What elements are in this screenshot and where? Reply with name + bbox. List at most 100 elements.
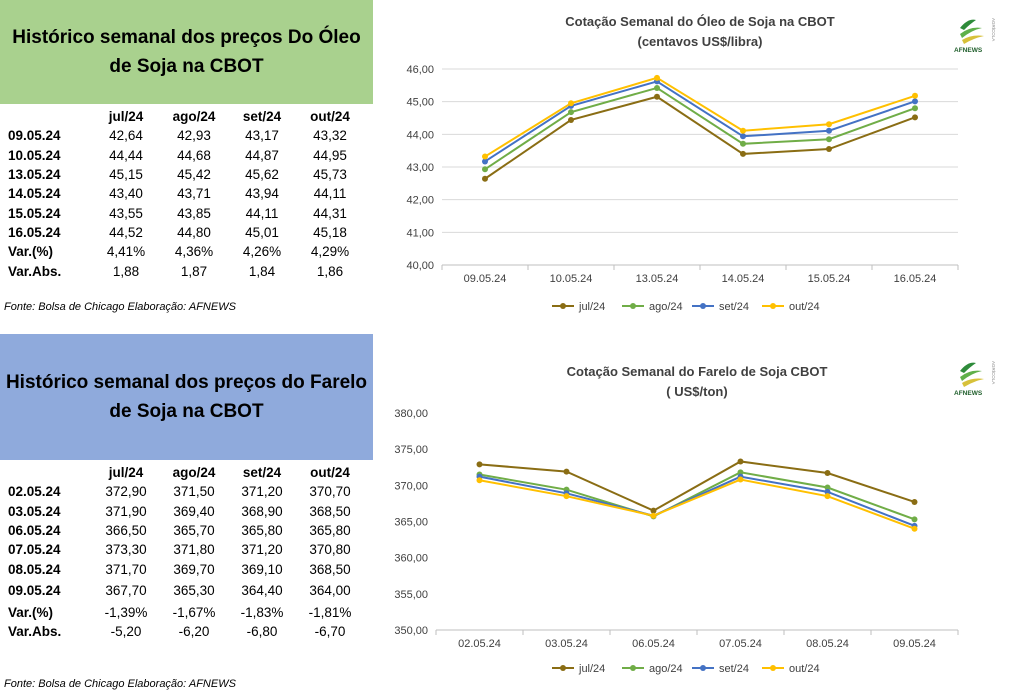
column-header: jul/24 (108, 465, 144, 481)
table-cell: -1,67% (172, 604, 216, 620)
row-label: 02.05.24 (8, 484, 61, 500)
data-point (654, 74, 660, 81)
farelo-chart-svg: Cotação Semanal do Farelo de Soja CBOT ( … (394, 364, 959, 675)
oleo-title-text: Histórico semanal dos preços Do Óleo de … (12, 27, 361, 77)
row-label: Var.(%) (8, 244, 54, 260)
table-cell: 43,55 (109, 205, 143, 221)
series-line-ago/24 (484, 86, 916, 171)
table-cell: 42,93 (177, 128, 211, 144)
table-cell: 44,80 (177, 224, 211, 240)
farelo-line-chart: Cotação Semanal do Farelo de Soja CBOT ( … (378, 352, 1008, 687)
chart-subtitle: ( US$/ton) (666, 384, 727, 399)
data-point (826, 121, 832, 128)
table-header-row: jul/24 ago/24 set/24 out/24 (8, 463, 364, 482)
series-line-jul/24 (479, 460, 915, 512)
table-cell: 373,30 (105, 542, 147, 558)
data-point (911, 498, 918, 505)
legend-label: set/24 (719, 663, 749, 675)
table-row: 03.05.24 371,90 369,40 368,90 368,50 (8, 502, 364, 521)
table-row: Var.(%) -1,39% -1,67% -1,83% -1,81% (8, 603, 364, 622)
row-label: Var.(%) (8, 604, 54, 620)
column-header: ago/24 (172, 465, 216, 481)
table-row: 14.05.24 43,40 43,71 43,94 44,11 (8, 184, 364, 203)
table-cell: 44,11 (313, 186, 347, 202)
table-cell: 1,84 (248, 263, 276, 279)
table-cell: 45,73 (313, 167, 347, 183)
afnews-logo-2: AFNEWS AGRÍCOLA (952, 356, 1000, 398)
series-line-ago/24 (479, 471, 915, 521)
table-row: Var.(%) 4,41% 4,36% 4,26% 4,29% (8, 242, 364, 261)
farelo-title-text: Histórico semanal dos preços do Farelo d… (5, 372, 368, 422)
table-cell: 1,88 (112, 263, 140, 279)
table-cell: 4,36% (174, 244, 214, 260)
table-cell: 370,80 (309, 542, 351, 558)
y-tick-label: 46,00 (406, 64, 434, 76)
table-cell: 372,90 (105, 484, 147, 500)
row-label: Var.Abs. (8, 263, 62, 279)
table-cell: 371,20 (241, 542, 283, 558)
afnews-logo-side-text-2: AGRÍCOLA (991, 361, 997, 384)
x-tick-label: 16.05.24 (894, 273, 937, 285)
data-point (482, 158, 488, 165)
table-cell: 365,30 (173, 583, 215, 599)
oleo-panel-title: Histórico semanal dos preços Do Óleo de … (0, 0, 373, 104)
table-row: Var.Abs. 1,88 1,87 1,84 1,86 (8, 261, 364, 280)
afnews-logo-icon-2: AFNEWS AGRÍCOLA (954, 361, 997, 397)
table-cell: 1,86 (316, 263, 344, 279)
y-tick-label: 40,00 (406, 260, 434, 272)
table-cell: 371,80 (173, 542, 215, 558)
legend-swatch-marker (630, 665, 636, 671)
table-cell: 371,90 (105, 503, 147, 519)
y-tick-label: 350,00 (394, 625, 428, 637)
data-point (563, 468, 570, 475)
data-point (912, 105, 918, 112)
table-cell: 1,87 (180, 263, 208, 279)
table-row: Var.Abs. -5,20 -6,20 -6,80 -6,70 (8, 622, 364, 641)
legend-swatch-marker (560, 303, 566, 309)
data-point (911, 516, 918, 523)
table-cell: 44,31 (313, 205, 347, 221)
table-cell: 366,50 (105, 523, 147, 539)
table-row: 15.05.24 43,55 43,85 44,11 44,31 (8, 203, 364, 222)
column-header: jul/24 (108, 109, 144, 125)
table-cell: 44,68 (177, 147, 211, 163)
row-label: 10.05.24 (8, 147, 61, 163)
legend-swatch-marker (560, 665, 566, 671)
data-point (740, 140, 746, 147)
table-row: 09.05.24 367,70 365,30 364,40 364,00 (8, 579, 364, 603)
table-cell: 369,40 (173, 503, 215, 519)
table-cell: 43,85 (177, 205, 211, 221)
data-point (482, 175, 488, 182)
data-point (740, 150, 746, 157)
series-line-set/24 (479, 475, 915, 527)
legend-swatch-marker (770, 665, 776, 671)
x-tick-label: 09.05.24 (893, 638, 936, 650)
data-point (482, 153, 488, 160)
table-cell: -1,81% (308, 604, 352, 620)
data-point (912, 92, 918, 99)
table-cell: 4,29% (310, 244, 350, 260)
y-tick-label: 43,00 (406, 162, 434, 174)
data-point (737, 469, 744, 476)
table-corner (8, 107, 92, 126)
data-point (912, 98, 918, 105)
data-point (654, 93, 660, 100)
table-cell: 43,94 (245, 186, 279, 202)
legend-label: jul/24 (578, 663, 605, 675)
data-point (740, 133, 746, 140)
data-point (824, 488, 831, 495)
y-tick-label: 42,00 (406, 195, 434, 207)
table-cell: 365,70 (173, 523, 215, 539)
data-point (824, 484, 831, 491)
data-point (826, 146, 832, 153)
table-cell: -5,20 (110, 624, 142, 640)
table-cell: 371,50 (173, 484, 215, 500)
table-cell: 4,41% (106, 244, 146, 260)
data-point (650, 507, 657, 514)
chart-subtitle: (centavos US$/libra) (638, 34, 763, 49)
data-point (654, 84, 660, 91)
row-label: 08.05.24 (8, 561, 61, 577)
y-tick-label: 44,00 (406, 129, 434, 141)
table-cell: 4,26% (242, 244, 282, 260)
afnews-logo-text: AFNEWS (954, 47, 983, 54)
